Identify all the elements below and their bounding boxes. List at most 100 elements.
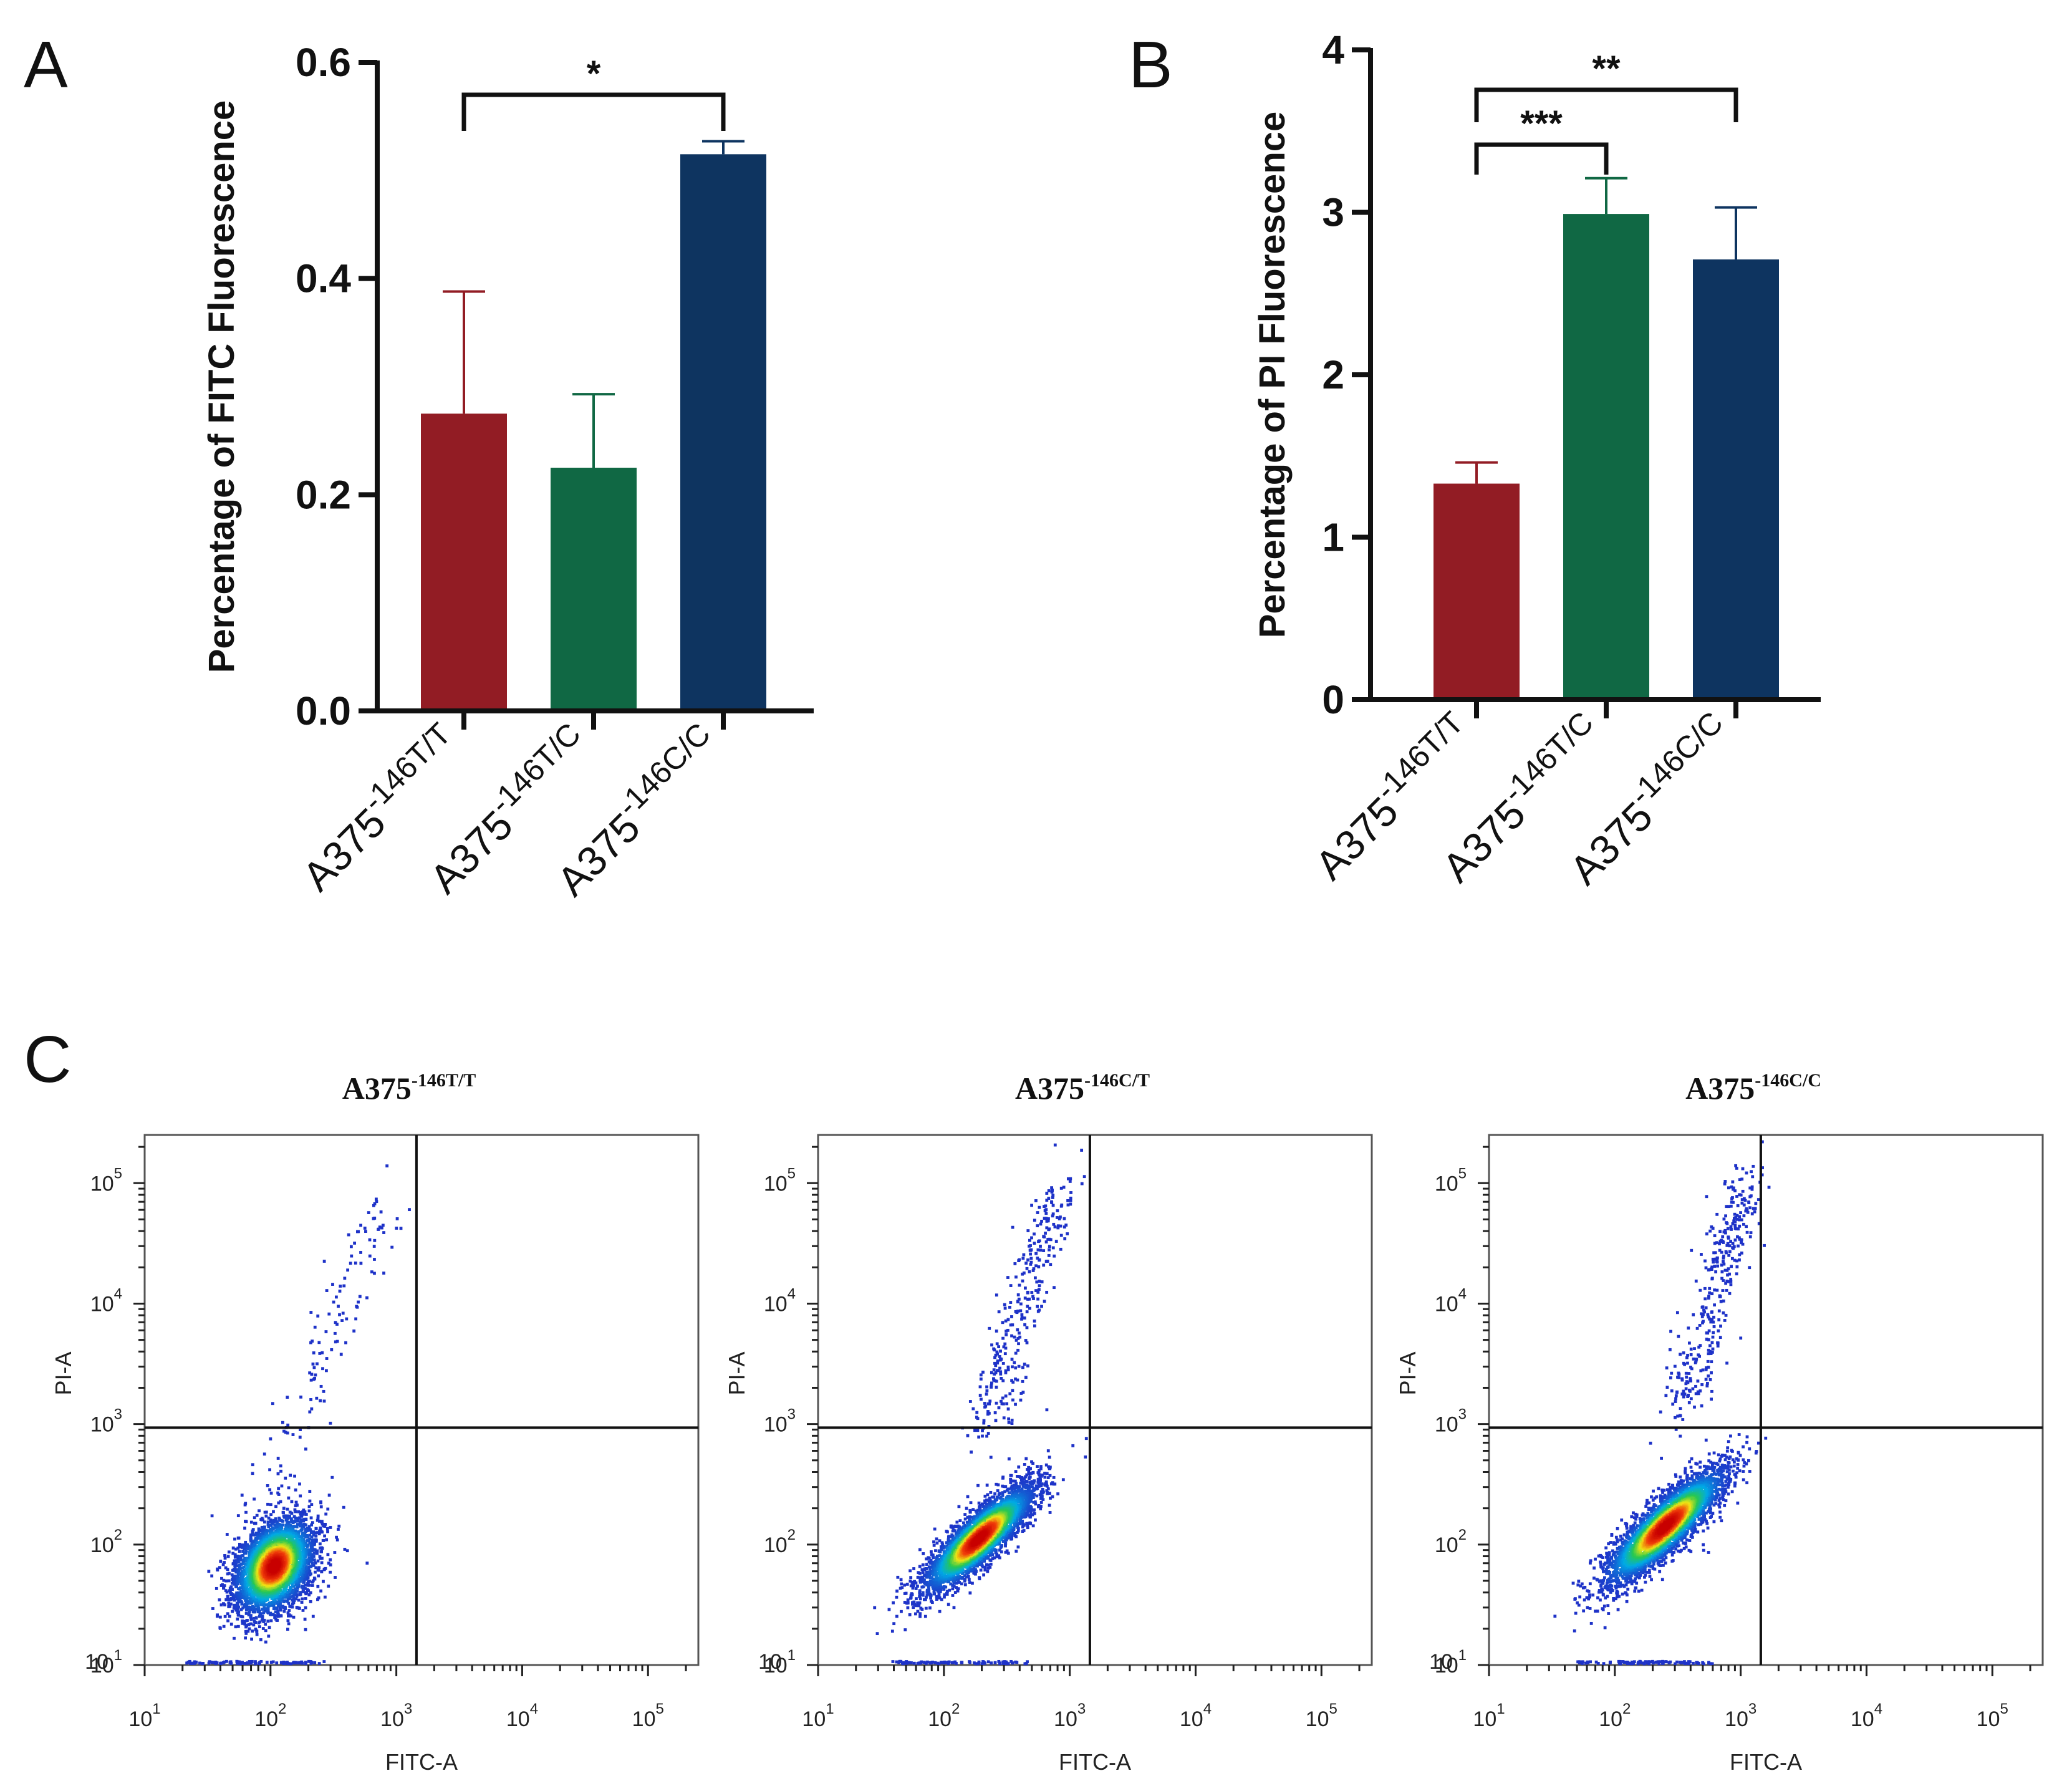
event-dot — [1031, 1462, 1034, 1465]
event-dot — [229, 1585, 233, 1589]
event-dot — [1024, 1457, 1028, 1460]
event-dot — [306, 1576, 310, 1580]
event-dot — [275, 1661, 279, 1665]
event-dot — [246, 1547, 250, 1551]
event-dot — [275, 1593, 279, 1596]
event-dot — [1051, 1204, 1055, 1207]
event-dot — [312, 1564, 316, 1567]
event-dot — [254, 1607, 258, 1611]
event-dot — [223, 1561, 226, 1564]
event-dot — [281, 1523, 285, 1527]
event-dot — [918, 1580, 922, 1584]
event-dot — [299, 1571, 302, 1574]
event-dot — [900, 1610, 903, 1613]
event-dot — [910, 1593, 914, 1596]
event-dot — [343, 1548, 347, 1551]
event-dot — [250, 1660, 253, 1663]
event-dot — [220, 1576, 223, 1580]
event-dot — [318, 1555, 322, 1558]
event-dot — [274, 1606, 277, 1610]
event-dot — [229, 1661, 233, 1665]
event-dot — [304, 1628, 307, 1631]
event-dot — [288, 1592, 292, 1596]
event-dot — [1025, 1480, 1029, 1484]
event-dot — [1039, 1465, 1043, 1468]
event-dot — [1032, 1267, 1036, 1270]
event-dot — [245, 1587, 249, 1590]
event-dot — [263, 1618, 266, 1622]
event-dot — [286, 1431, 289, 1435]
event-dot — [942, 1545, 946, 1548]
x-tick-label: 103 — [380, 1701, 412, 1731]
event-dot — [996, 1369, 1000, 1373]
event-dot — [276, 1525, 279, 1528]
event-dot — [912, 1606, 915, 1610]
event-dot — [276, 1600, 279, 1604]
event-dot — [965, 1575, 968, 1579]
event-dot — [308, 1573, 312, 1576]
event-dot — [274, 1546, 278, 1549]
event-dot — [945, 1541, 948, 1545]
event-dot — [291, 1583, 294, 1586]
event-dot — [281, 1590, 285, 1594]
event-dot — [286, 1521, 289, 1525]
event-dot — [1032, 1500, 1036, 1504]
event-dot — [243, 1527, 246, 1530]
event-dot — [244, 1636, 248, 1640]
event-dot — [304, 1570, 308, 1573]
event-dot — [208, 1660, 211, 1664]
event-dot — [231, 1588, 234, 1591]
event-dot — [289, 1474, 292, 1477]
event-dot — [276, 1611, 279, 1614]
event-dot — [923, 1578, 926, 1582]
event-dot — [1031, 1482, 1034, 1485]
event-dot — [265, 1536, 269, 1540]
event-dot — [302, 1525, 305, 1528]
event-dot — [322, 1524, 325, 1528]
event-dot — [925, 1567, 928, 1571]
event-dot — [310, 1661, 314, 1664]
event-dot — [233, 1603, 236, 1607]
event-dot — [1066, 1177, 1070, 1180]
event-dot — [985, 1503, 988, 1506]
event-dot — [256, 1598, 259, 1602]
event-dot — [1044, 1240, 1048, 1243]
event-dot — [1023, 1477, 1026, 1480]
event-dot — [305, 1558, 308, 1562]
event-dot — [1006, 1407, 1010, 1411]
event-dot — [1043, 1484, 1047, 1487]
event-dot — [294, 1590, 297, 1593]
event-dot — [1040, 1219, 1043, 1223]
event-dot — [982, 1505, 985, 1508]
event-dot — [247, 1607, 251, 1611]
event-dot — [295, 1606, 299, 1609]
event-dot — [319, 1399, 322, 1402]
event-dot — [272, 1541, 276, 1545]
event-dot — [978, 1508, 982, 1512]
event-dot — [986, 1570, 990, 1573]
event-dot — [302, 1555, 305, 1558]
event-dot — [302, 1581, 305, 1584]
event-dot — [994, 1353, 998, 1357]
event-dot — [322, 1568, 326, 1571]
x-tick-label: 104 — [506, 1701, 538, 1731]
event-dot — [272, 1560, 276, 1564]
event-dot — [1026, 1510, 1029, 1513]
event-dot — [299, 1560, 302, 1563]
event-dot — [1022, 1253, 1026, 1257]
event-dot — [908, 1569, 912, 1573]
event-dot — [238, 1543, 241, 1546]
event-dot — [314, 1561, 317, 1565]
event-dot — [254, 1533, 258, 1537]
event-dots — [873, 1143, 1088, 1666]
event-dot — [903, 1661, 907, 1664]
event-dot — [1038, 1280, 1041, 1283]
event-dot — [1043, 1217, 1046, 1220]
event-dot — [327, 1561, 330, 1565]
event-dot — [999, 1349, 1002, 1353]
event-dot — [1037, 1503, 1041, 1507]
event-dot — [916, 1601, 920, 1605]
event-dot — [284, 1583, 287, 1586]
event-dot — [1038, 1205, 1041, 1209]
event-dot — [982, 1573, 986, 1576]
